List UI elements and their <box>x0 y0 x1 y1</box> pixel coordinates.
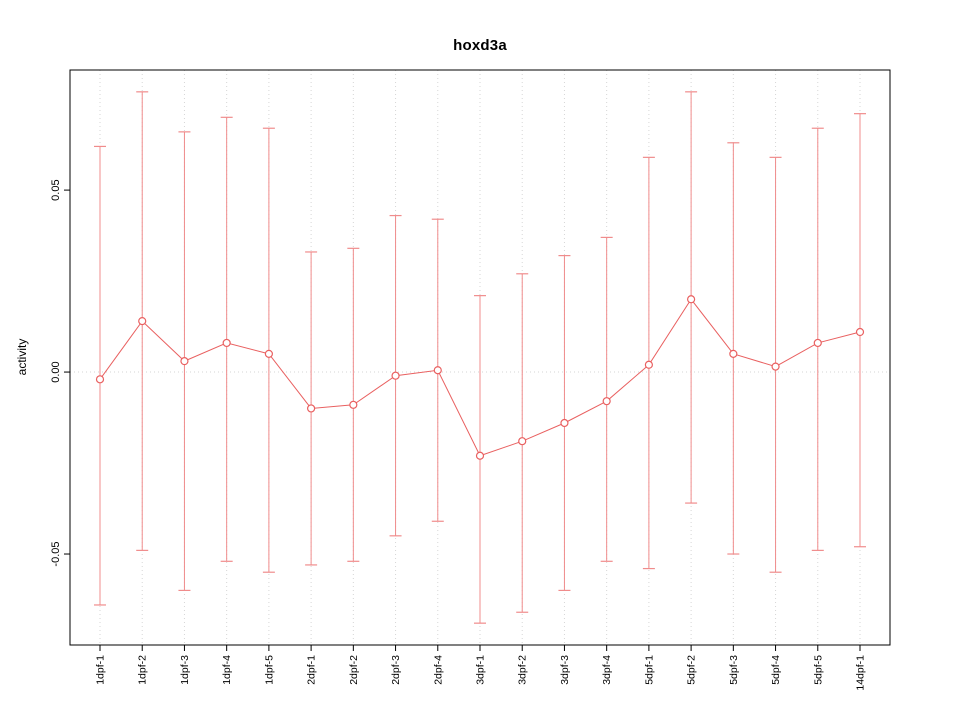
chart-title: hoxd3a <box>453 37 507 54</box>
x-tick-label: 3dpf-1 <box>475 655 487 685</box>
x-tick-label: 14dpf-1 <box>855 655 867 691</box>
y-tick-label: 0.00 <box>50 361 62 382</box>
data-point <box>518 437 527 446</box>
data-point <box>433 366 442 375</box>
x-tick-label: 1dpf-4 <box>221 655 233 685</box>
x-tick-label: 5dpf-2 <box>686 655 698 685</box>
data-point <box>264 349 273 358</box>
x-tick-label: 1dpf-5 <box>263 655 275 685</box>
data-point <box>180 357 189 366</box>
x-tick-label: 2dpf-3 <box>390 655 402 685</box>
data-point <box>855 327 865 337</box>
data-point <box>602 397 611 406</box>
x-tick-label: 1dpf-2 <box>137 655 149 685</box>
data-point <box>307 404 316 413</box>
x-tick-label: 2dpf-1 <box>306 655 318 685</box>
x-tick-label: 5dpf-1 <box>643 655 655 685</box>
data-point <box>560 418 569 428</box>
x-tick-label: 2dpf-2 <box>348 655 360 685</box>
data-point <box>222 338 231 348</box>
data-point <box>644 360 653 369</box>
y-axis-label: activity <box>15 338 29 376</box>
data-point <box>95 375 105 384</box>
x-tick-label: 5dpf-5 <box>812 655 824 685</box>
x-tick-label: 3dpf-4 <box>601 655 613 685</box>
data-point <box>349 400 358 409</box>
data-point <box>771 362 780 371</box>
data-point <box>391 371 400 380</box>
y-tick-label: -0.05 <box>50 541 62 566</box>
data-point <box>729 349 738 358</box>
x-tick-label: 5dpf-3 <box>728 655 740 685</box>
x-tick-label: 1dpf-1 <box>95 655 107 685</box>
x-tick-label: 3dpf-2 <box>517 655 529 685</box>
data-point <box>813 338 822 348</box>
x-tick-label: 1dpf-3 <box>179 655 191 685</box>
x-tick-label: 5dpf-4 <box>770 655 782 685</box>
x-tick-label: 2dpf-4 <box>432 655 444 685</box>
data-point <box>475 451 485 460</box>
data-point <box>138 317 147 326</box>
y-tick-label: 0.05 <box>50 179 62 200</box>
x-tick-label: 3dpf-3 <box>559 655 571 685</box>
data-point <box>687 295 696 304</box>
